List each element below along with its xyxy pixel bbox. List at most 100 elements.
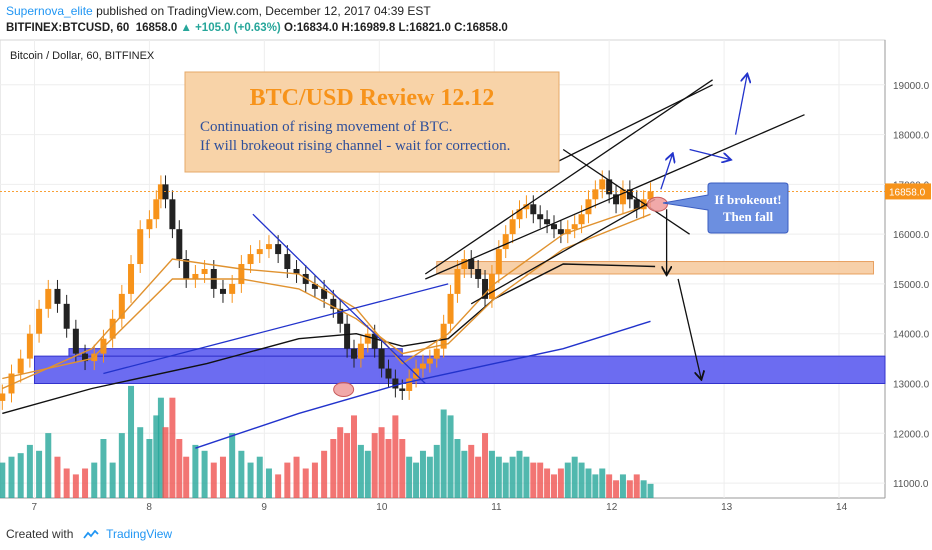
candle-body [100,338,107,354]
candle-body [530,204,537,215]
candle-body [406,378,413,391]
moving-average-line [195,320,651,449]
x-tick-label: 13 [721,502,733,513]
candle-body [247,254,254,265]
volume-bar [640,480,647,498]
trend-line [103,283,449,375]
created-with-label: Created with [6,527,74,541]
volume-bar [54,456,61,498]
volume-bar [219,456,226,498]
candle-body [54,288,61,304]
volume-bar [192,444,199,498]
candle-body [238,264,245,284]
forecast-arrow [660,155,672,190]
candle-body [357,343,364,359]
volume-bar [578,462,585,498]
volume-bar [468,444,475,498]
volume-bar [357,444,364,498]
volume-bar [537,462,544,498]
y-tick-label: 13000.0 [893,380,930,391]
volume-bar [8,456,15,498]
volume-bar [162,427,169,498]
open-label: O:16834.0 [283,22,339,34]
y-tick-label: 15000.0 [893,280,930,291]
volume-bar [17,453,24,498]
volume-bar [275,474,282,498]
author-link[interactable]: Supernova_elite [6,4,93,18]
candle-body [201,269,208,274]
candle-body [606,179,613,195]
callout-line-1: If brokeout! [714,192,781,207]
last-price-label: 16858.0 [135,22,178,34]
trend-line [424,79,713,275]
trend-line [425,114,805,280]
volume-bar [100,439,107,498]
candle-body [419,363,426,369]
candle-body [433,348,440,359]
published-text: published on TradingView.com, December 1… [96,4,431,18]
candle-body [378,348,385,369]
volume-bar [344,433,351,498]
forecast-arrow [734,75,747,135]
candle-body [45,288,52,309]
volume-bar [557,468,564,498]
review-title: BTC/USD Review 12.12 [250,85,495,111]
change-label: ▲ +105.0 (+0.63%) [180,22,281,34]
tradingview-logo-icon [83,529,99,539]
candle-body [364,333,371,344]
highlight-circle [333,381,355,397]
volume-bar [229,433,236,498]
volume-bar [633,474,640,498]
volume-bar [564,462,571,498]
volume-bar [419,450,426,498]
volume-bar [544,468,551,498]
volume-bar [385,439,392,498]
volume-bar [619,474,626,498]
volume-bar [530,462,537,498]
volume-bar [0,462,6,498]
volume-bar [502,462,509,498]
symbol-label: BITFINEX:BTCUSD, 60 [6,22,130,34]
candle-body [344,323,351,349]
x-tick-label: 14 [836,502,848,513]
volume-bar [364,450,371,498]
volume-bar [146,439,153,498]
y-tick-label: 14000.0 [893,330,930,341]
volume-bar [247,462,254,498]
candle-body [82,353,89,362]
candle-body [128,264,135,294]
volume-bar [321,450,328,498]
volume-bar [495,456,502,498]
tradingview-brand[interactable]: TradingView [106,527,173,541]
candle-body [454,269,461,294]
breakout-callout [662,182,789,234]
candle-body [550,224,557,230]
volume-bar [293,456,300,498]
volume-bar [265,468,272,498]
volume-bar [210,462,217,498]
candle-body [146,219,153,230]
candle-body [0,393,6,401]
volume-bar [36,450,43,498]
close-label: C:16858.0 [454,22,508,34]
candle-body [284,254,291,269]
volume-bar [647,483,654,498]
candle-body [544,219,551,225]
volume-bar [128,385,135,498]
candle-body [293,269,300,274]
volume-bar [284,462,291,498]
candle-body [523,204,530,210]
candle-body [475,269,482,279]
trend-line [551,84,713,166]
y-tick-label: 12000.0 [893,429,930,440]
volume-bar [550,474,557,498]
volume-bar [599,468,606,498]
y-tick-label: 16000.0 [893,230,930,241]
review-box [184,71,560,173]
candle-body [509,219,516,235]
highlight-circle [646,196,668,212]
volume-bar [302,468,309,498]
volume-bar [399,439,406,498]
candle-body [647,191,654,200]
